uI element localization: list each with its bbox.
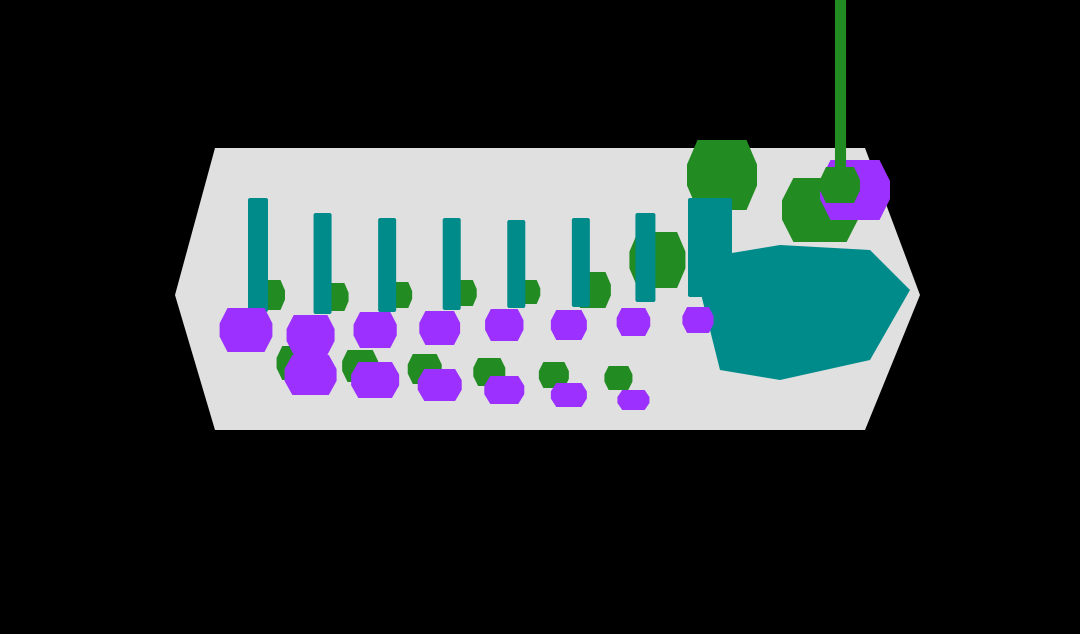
Polygon shape [485,309,524,341]
Polygon shape [342,350,378,382]
Polygon shape [419,311,460,345]
Polygon shape [700,245,910,380]
Polygon shape [286,315,335,355]
Polygon shape [450,280,476,306]
Polygon shape [575,272,611,308]
Polygon shape [618,390,649,410]
Polygon shape [820,167,860,203]
Polygon shape [387,282,413,308]
Polygon shape [605,366,633,390]
Polygon shape [219,308,272,352]
Polygon shape [473,358,505,386]
Polygon shape [630,232,686,288]
Polygon shape [683,307,714,333]
Polygon shape [539,362,569,388]
FancyBboxPatch shape [378,218,396,312]
FancyBboxPatch shape [248,198,268,312]
Polygon shape [255,280,285,310]
Polygon shape [351,362,400,398]
Polygon shape [276,346,314,380]
Polygon shape [516,280,540,304]
FancyBboxPatch shape [443,218,461,310]
Polygon shape [687,140,757,210]
Polygon shape [321,283,349,311]
Polygon shape [284,355,337,395]
Polygon shape [551,310,586,340]
Polygon shape [418,369,462,401]
Polygon shape [617,308,650,336]
Polygon shape [484,376,524,404]
FancyBboxPatch shape [508,220,525,308]
FancyBboxPatch shape [571,218,590,307]
FancyBboxPatch shape [635,213,656,302]
Polygon shape [820,160,890,220]
FancyBboxPatch shape [313,213,332,314]
Polygon shape [175,148,920,430]
Polygon shape [353,312,396,348]
Polygon shape [551,383,586,407]
Polygon shape [408,354,442,384]
Polygon shape [782,178,858,242]
FancyBboxPatch shape [688,198,732,297]
